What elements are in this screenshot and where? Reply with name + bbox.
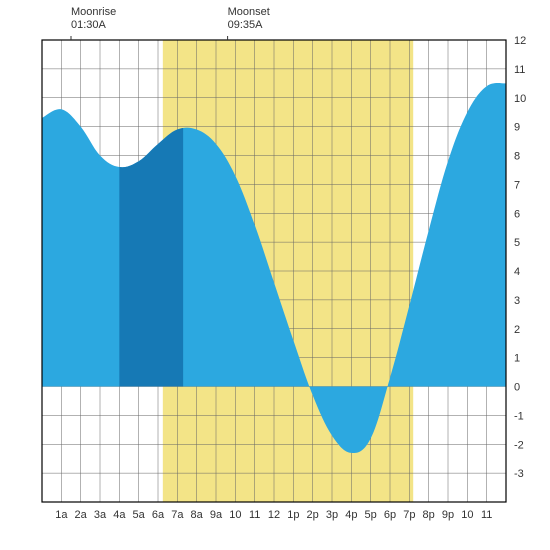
x-tick-label: 2p <box>307 509 319 521</box>
x-tick-label: 4p <box>345 509 357 521</box>
y-tick-label: -3 <box>514 468 524 480</box>
x-tick-label: 10 <box>229 509 241 521</box>
y-tick-label: 2 <box>514 324 520 336</box>
y-tick-label: -1 <box>514 410 524 422</box>
y-tick-label: 6 <box>514 208 520 220</box>
y-tick-label: 12 <box>514 35 526 47</box>
chart-svg: 1a2a3a4a5a6a7a8a9a1011121p2p3p4p5p6p7p8p… <box>0 0 550 550</box>
y-tick-label: 0 <box>514 382 520 394</box>
y-tick-label: 5 <box>514 237 520 249</box>
annotation-title: Moonrise <box>71 6 116 19</box>
x-tick-label: 5a <box>133 509 146 521</box>
x-tick-label: 7p <box>403 509 415 521</box>
x-tick-label: 10 <box>461 509 473 521</box>
y-tick-label: 9 <box>514 122 520 134</box>
y-tick-label: 7 <box>514 179 520 191</box>
y-tick-label: 4 <box>514 266 520 278</box>
x-tick-label: 1p <box>287 509 299 521</box>
x-tick-label: 6p <box>384 509 396 521</box>
x-tick-label: 9a <box>210 509 223 521</box>
x-tick-label: 1a <box>55 509 68 521</box>
moonrise-annotation: Moonrise01:30A <box>71 6 116 32</box>
x-tick-label: 11 <box>481 509 492 521</box>
y-tick-label: 3 <box>514 295 520 307</box>
x-tick-label: 11 <box>249 509 260 521</box>
x-tick-label: 8p <box>423 509 435 521</box>
y-tick-label: 1 <box>514 353 520 365</box>
x-tick-label: 6a <box>152 509 165 521</box>
annotation-time: 01:30A <box>71 19 116 32</box>
y-tick-label: 8 <box>514 151 520 163</box>
y-tick-label: -2 <box>514 439 524 451</box>
x-tick-label: 5p <box>365 509 377 521</box>
y-tick-label: 11 <box>514 64 525 76</box>
x-tick-label: 3a <box>94 509 107 521</box>
x-tick-label: 7a <box>171 509 184 521</box>
tide-chart: 1a2a3a4a5a6a7a8a9a1011121p2p3p4p5p6p7p8p… <box>0 0 550 550</box>
x-tick-label: 4a <box>113 509 126 521</box>
x-tick-label: 8a <box>191 509 204 521</box>
y-tick-label: 10 <box>514 93 526 105</box>
moonset-annotation: Moonset09:35A <box>228 6 270 32</box>
x-tick-label: 9p <box>442 509 454 521</box>
x-tick-label: 12 <box>268 509 280 521</box>
annotation-time: 09:35A <box>228 19 270 32</box>
annotation-title: Moonset <box>228 6 270 19</box>
x-tick-label: 2a <box>75 509 88 521</box>
x-tick-label: 3p <box>326 509 338 521</box>
